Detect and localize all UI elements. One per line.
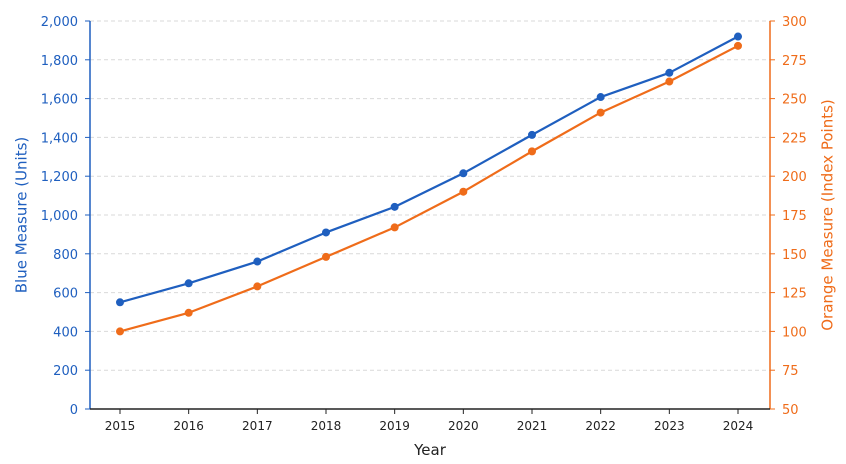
blue-series-point <box>734 32 742 41</box>
left-tick-label: 1,400 <box>41 131 78 146</box>
orange-series-point <box>596 108 605 117</box>
blue-series-point <box>528 130 536 139</box>
orange-series-point <box>665 77 674 86</box>
right-tick-label: 125 <box>782 287 807 302</box>
orange-series-point <box>116 327 124 336</box>
x-tick-label: 2024 <box>723 419 754 433</box>
x-tick-label: 2019 <box>379 419 410 433</box>
orange-series-point <box>390 223 399 232</box>
right-tick-label: 75 <box>782 364 799 379</box>
orange-series-line <box>119 44 739 333</box>
left-tick-label: 400 <box>53 325 78 340</box>
left-tick-label: 1,000 <box>41 209 78 224</box>
right-tick-label: 250 <box>782 93 807 108</box>
left-axis-label: Blue Measure (Units) <box>13 137 31 294</box>
orange-series-point <box>734 41 742 50</box>
left-tick-label: 800 <box>53 248 78 263</box>
left-tick-label: 600 <box>53 287 78 302</box>
x-tick-label: 2017 <box>242 419 273 433</box>
blue-series-point <box>184 279 193 288</box>
left-tick-label: 1,200 <box>41 170 78 185</box>
left-tick-label: 0 <box>70 403 78 418</box>
right-tick-label: 150 <box>782 248 807 263</box>
blue-series-point <box>116 298 124 307</box>
x-tick-label: 2018 <box>311 419 342 433</box>
x-tick-label: 2020 <box>448 419 479 433</box>
right-tick-label: 100 <box>782 325 807 340</box>
right-axis-label: Orange Measure (Index Points) <box>819 99 837 331</box>
blue-series-point <box>665 68 674 77</box>
left-tick-label: 1,600 <box>41 93 78 108</box>
series <box>116 32 742 336</box>
right-tick-label: 300 <box>782 15 807 30</box>
left-tick-label: 200 <box>53 364 78 379</box>
blue-series-line <box>119 35 739 304</box>
left-tick-label: 2,000 <box>41 15 78 30</box>
x-tick-label: 2016 <box>173 419 204 433</box>
orange-series-point <box>322 252 330 261</box>
right-tick-label: 275 <box>782 54 807 69</box>
blue-series-point <box>390 202 399 211</box>
blue-series-point <box>253 257 262 266</box>
blue-series-point <box>322 228 330 237</box>
right-tick-label: 175 <box>782 209 807 224</box>
x-tick-label: 2021 <box>517 419 548 433</box>
blue-series-point <box>459 169 468 178</box>
x-tick-label: 2023 <box>654 419 685 433</box>
x-axis-label: Year <box>413 441 447 459</box>
right-tick-label: 225 <box>782 131 807 146</box>
orange-series-point <box>459 187 468 196</box>
right-tick-label: 50 <box>782 403 799 418</box>
gridlines <box>90 20 770 371</box>
orange-series-point <box>528 147 536 156</box>
x-tick-label: 2015 <box>105 419 136 433</box>
left-tick-label: 1,800 <box>41 54 78 69</box>
blue-series-point <box>596 93 605 102</box>
x-tick-label: 2022 <box>585 419 616 433</box>
right-tick-label: 200 <box>782 170 807 185</box>
orange-series-point <box>253 282 262 291</box>
axes: 0 200 400 600 800 1,000 1,200 1,400 1,600 1,800 2,… <box>41 15 807 433</box>
orange-series-point <box>184 308 193 317</box>
